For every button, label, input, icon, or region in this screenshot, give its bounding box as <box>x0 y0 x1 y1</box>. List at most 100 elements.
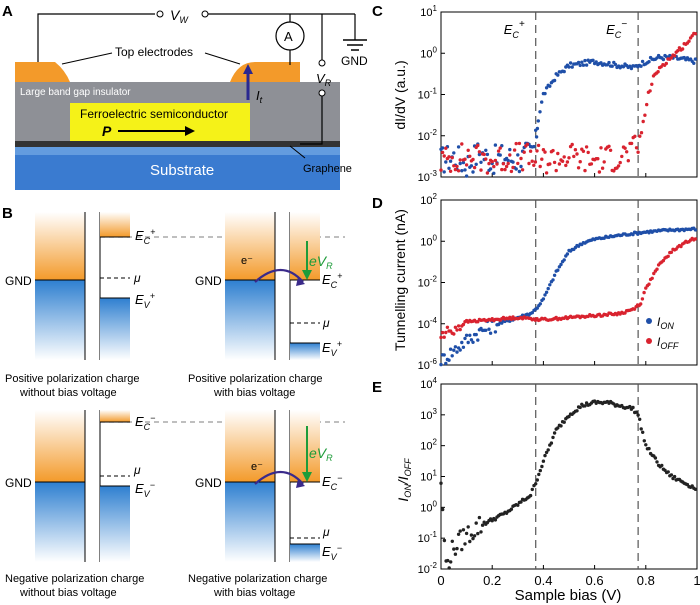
caption-br-1: Negative polarization charge <box>188 573 327 585</box>
data-point <box>520 168 525 172</box>
data-point <box>442 353 446 357</box>
data-point <box>448 169 453 173</box>
data-point <box>445 325 450 329</box>
data-point <box>543 293 547 297</box>
data-point <box>647 60 651 64</box>
evr-label-tr: eVR <box>309 253 333 271</box>
data-point <box>631 405 635 410</box>
data-point <box>474 162 478 166</box>
data-point <box>552 160 557 165</box>
data-point <box>629 66 634 71</box>
data-point <box>564 163 568 168</box>
data-point <box>500 144 504 148</box>
data-point <box>514 141 518 146</box>
data-point <box>477 515 482 520</box>
data-point <box>519 164 523 169</box>
ec-label-bl: EC− <box>135 413 155 432</box>
data-point <box>464 333 469 337</box>
series-0 <box>439 53 698 178</box>
data-point <box>594 60 598 64</box>
data-point <box>530 311 534 315</box>
data-point <box>693 228 698 232</box>
data-point <box>517 169 522 174</box>
data-point <box>536 143 541 148</box>
data-point <box>629 141 634 146</box>
data-point <box>645 102 649 107</box>
data-point <box>567 156 571 160</box>
wire-vr-bottom <box>300 96 323 145</box>
data-point <box>570 65 574 69</box>
data-point <box>444 361 448 366</box>
data-point <box>583 58 587 63</box>
data-point <box>452 348 456 352</box>
data-point <box>460 142 464 146</box>
caption-tr-2: with bias voltage <box>213 387 295 399</box>
gnd-label-bl: GND <box>5 476 32 490</box>
data-point <box>469 533 474 537</box>
data-point <box>493 330 498 334</box>
y-tick-label: 10-2 <box>418 275 438 290</box>
series-0 <box>439 226 698 367</box>
data-point <box>623 146 627 150</box>
data-point <box>567 414 571 419</box>
data-point <box>620 154 624 159</box>
barrier-br <box>275 410 290 562</box>
gnd-label: GND <box>341 54 368 68</box>
data-point <box>568 61 573 65</box>
mu-label-tl: μ <box>133 271 141 285</box>
data-point <box>516 503 520 507</box>
data-point <box>676 49 680 53</box>
data-point <box>506 158 510 163</box>
data-point <box>583 404 587 408</box>
data-point <box>613 62 618 67</box>
data-point <box>572 154 576 159</box>
y-tick-label: 10-1 <box>418 87 438 102</box>
cb-tr <box>290 212 320 280</box>
evr-label-br: eVR <box>309 445 333 463</box>
ec-label-br: EC− <box>322 473 342 492</box>
data-point <box>535 306 539 310</box>
data-point <box>578 160 582 164</box>
data-point <box>562 420 566 424</box>
caption-br-2: with bias voltage <box>213 587 295 599</box>
data-point <box>458 161 462 166</box>
data-point <box>444 146 448 150</box>
data-point <box>439 335 443 340</box>
data-point <box>477 152 482 157</box>
data-point <box>460 547 464 552</box>
data-point <box>468 539 472 544</box>
tunnel-arrowhead-br <box>296 479 305 488</box>
data-point <box>544 171 549 175</box>
data-point <box>528 493 533 498</box>
data-point <box>469 338 474 342</box>
data-point <box>640 59 645 64</box>
data-point <box>669 250 674 254</box>
it-arrowhead <box>243 64 253 74</box>
vw-label: VW <box>170 7 189 25</box>
data-point <box>548 84 552 88</box>
data-point <box>690 34 694 38</box>
data-point <box>625 150 629 154</box>
data-point <box>669 56 674 60</box>
data-point <box>580 60 584 64</box>
y-tick-label: 101 <box>420 469 437 484</box>
gnd-label-tl: GND <box>5 274 32 288</box>
data-point <box>453 552 458 556</box>
data-point <box>575 409 579 413</box>
y-tick-label: 100 <box>420 45 437 60</box>
data-point <box>472 534 477 538</box>
data-point <box>544 450 549 455</box>
cb-tl <box>100 212 130 237</box>
evr-arrowhead-br <box>302 472 312 482</box>
data-point <box>693 487 698 491</box>
panel-a-letter: A <box>2 3 13 20</box>
data-point <box>672 474 677 479</box>
data-point <box>636 150 640 154</box>
ev-label-tl: EV+ <box>135 291 155 310</box>
data-point <box>487 161 491 166</box>
data-point <box>444 330 448 335</box>
x-tick-label: 0.2 <box>483 573 501 588</box>
data-point <box>444 160 448 164</box>
data-point <box>584 145 589 149</box>
data-point <box>666 254 670 258</box>
